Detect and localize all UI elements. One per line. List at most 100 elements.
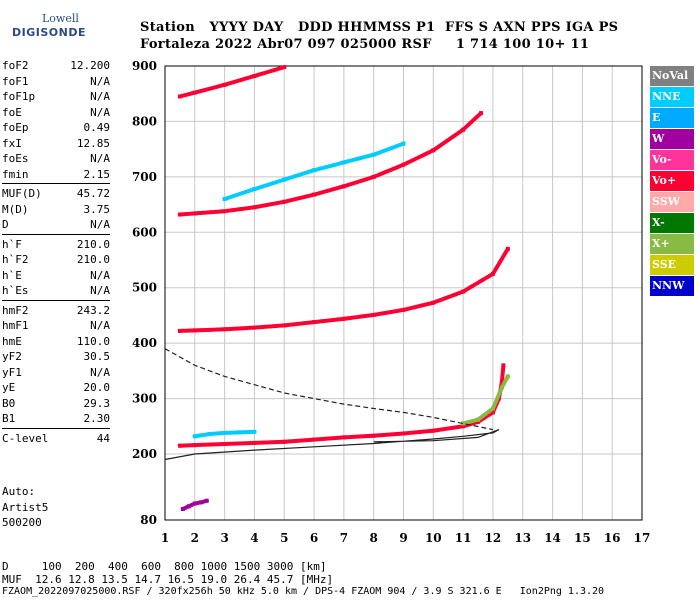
echo-point bbox=[505, 246, 510, 251]
param-value: 44 bbox=[96, 431, 110, 445]
param-value: 20.0 bbox=[83, 381, 111, 394]
y-tick-label: 300 bbox=[132, 392, 157, 406]
echo-point bbox=[501, 363, 506, 368]
param-row: foEp 0.49 bbox=[2, 120, 110, 136]
echo-point bbox=[192, 434, 197, 439]
echo-point bbox=[252, 73, 257, 78]
legend-entry: SSE bbox=[650, 255, 694, 275]
polarization-legend: NoVal NNE E W Vo- Vo+ SSW X- X+ SSE NNW bbox=[650, 66, 694, 297]
echo-point bbox=[312, 192, 317, 197]
echo-point bbox=[252, 325, 257, 330]
param-divider bbox=[2, 233, 110, 235]
x-tick-label: 1 bbox=[161, 531, 169, 545]
echo-point bbox=[177, 94, 182, 99]
echo-point bbox=[371, 152, 376, 157]
echo-point bbox=[282, 323, 287, 328]
param-value: N/A bbox=[90, 74, 110, 88]
logo-line2: DIGISONDE bbox=[12, 26, 86, 39]
legend-entry: E bbox=[650, 108, 694, 128]
param-value: 12.200 bbox=[70, 59, 110, 72]
echo-point bbox=[401, 431, 406, 436]
echo-point bbox=[341, 435, 346, 440]
x-tick-label: 16 bbox=[604, 531, 621, 545]
echo-point bbox=[312, 168, 317, 173]
param-row: hmF1 N/A bbox=[2, 318, 110, 334]
legend-entry: X- bbox=[650, 213, 694, 233]
echo-point bbox=[341, 184, 346, 189]
echo-point bbox=[282, 177, 287, 182]
y-tick-label: 600 bbox=[132, 225, 157, 239]
param-value: 2.30 bbox=[83, 412, 111, 425]
param-row: foEs N/A bbox=[2, 151, 110, 167]
x-tick-label: 17 bbox=[634, 531, 651, 545]
param-name: hmF2 bbox=[2, 303, 29, 317]
x-tick-label: 11 bbox=[455, 531, 472, 545]
param-name: foF2 bbox=[2, 59, 29, 72]
echo-point bbox=[282, 439, 287, 444]
echo-point bbox=[505, 374, 510, 379]
param-name: hmE bbox=[2, 334, 22, 348]
legend-entry: W bbox=[650, 129, 694, 149]
param-name: foEs bbox=[2, 152, 29, 165]
auto-version: 500200 bbox=[2, 516, 42, 529]
y-tick-label: 80 bbox=[140, 513, 157, 527]
echo-point bbox=[207, 432, 212, 437]
echo-point bbox=[222, 327, 227, 332]
param-value: N/A bbox=[90, 268, 110, 282]
echo-point bbox=[192, 501, 197, 506]
echo-point bbox=[222, 209, 227, 214]
echo-point bbox=[177, 443, 182, 448]
echo-point bbox=[204, 498, 209, 503]
param-row: hmE 110.0 bbox=[2, 334, 110, 350]
echo-point bbox=[282, 199, 287, 204]
echo-point bbox=[252, 440, 257, 445]
param-row: B0 29.3 bbox=[2, 396, 110, 412]
y-tick-label: 800 bbox=[132, 114, 157, 128]
param-row: h`Es N/A bbox=[2, 283, 110, 299]
param-row: yE 20.0 bbox=[2, 380, 110, 396]
x-tick-label: 4 bbox=[250, 531, 258, 545]
footer-distance-row: D 100 200 400 600 800 1000 1500 3000 [km… bbox=[2, 560, 327, 573]
echo-point bbox=[371, 312, 376, 317]
profile-line-solid bbox=[164, 429, 500, 461]
x-tick-label: 13 bbox=[514, 531, 531, 545]
echo-point bbox=[222, 442, 227, 447]
echo-point bbox=[490, 406, 495, 411]
echo-point bbox=[401, 141, 406, 146]
param-row: MUF(D) 45.72 bbox=[2, 186, 110, 202]
param-name: foF1 bbox=[2, 74, 29, 88]
param-row: h`F 210.0 bbox=[2, 237, 110, 253]
echo-point bbox=[192, 90, 197, 95]
echo-point bbox=[401, 307, 406, 312]
x-tick-label: 12 bbox=[485, 531, 502, 545]
scaled-parameters-panel: foF2 12.200 foF1 N/A foF1p N/A foE N/A foEp 0.49 f… bbox=[2, 58, 110, 446]
echo-point bbox=[499, 385, 504, 390]
echo-point bbox=[252, 205, 257, 210]
echo-point bbox=[461, 127, 466, 132]
footer-muf-row: MUF 12.6 12.8 13.5 14.7 16.5 19.0 26.4 4… bbox=[2, 573, 334, 586]
echo-point bbox=[431, 148, 436, 153]
echo-point bbox=[252, 187, 257, 192]
x-tick-label: 6 bbox=[310, 531, 318, 545]
param-name: foEp bbox=[2, 121, 29, 134]
param-name: B1 bbox=[2, 412, 16, 425]
echo-point bbox=[186, 504, 191, 509]
param-row: foF1p N/A bbox=[2, 89, 110, 105]
echo-point bbox=[461, 289, 466, 294]
param-row: h`E N/A bbox=[2, 268, 110, 284]
echo-point bbox=[401, 162, 406, 167]
param-row: D N/A bbox=[2, 217, 110, 233]
x-tick-label: 5 bbox=[280, 531, 288, 545]
param-value: N/A bbox=[90, 218, 110, 231]
param-value: 12.85 bbox=[76, 136, 110, 150]
param-name: fmin bbox=[2, 167, 29, 181]
echo-point bbox=[371, 433, 376, 438]
param-row: foE N/A bbox=[2, 105, 110, 121]
param-name: D bbox=[2, 218, 9, 231]
logo-line1: Lowell bbox=[42, 12, 79, 25]
echo-point bbox=[476, 417, 481, 422]
echo-point bbox=[282, 65, 287, 70]
echo-point bbox=[192, 443, 197, 448]
echo-point bbox=[237, 430, 242, 435]
param-name: foF1p bbox=[2, 90, 36, 103]
